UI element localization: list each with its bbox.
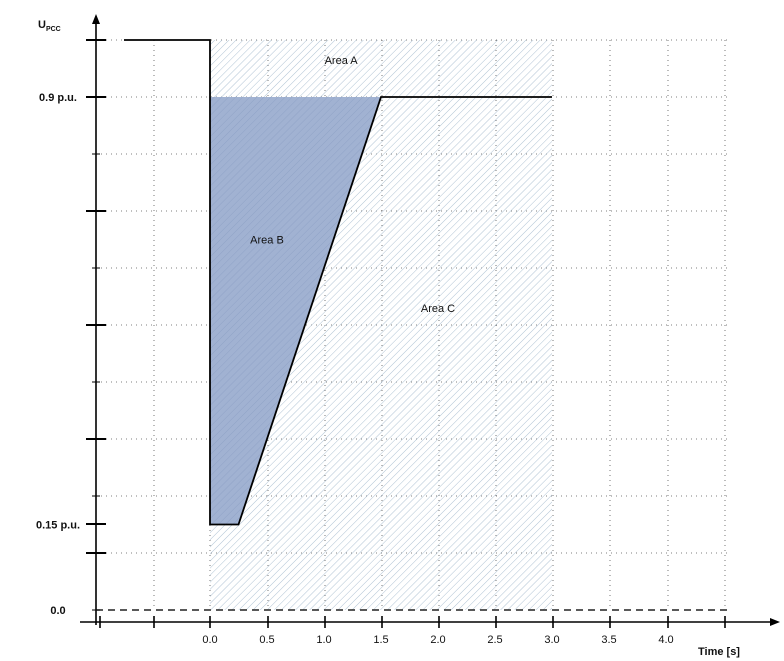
x-tick-label: 4.0 <box>658 634 673 646</box>
y-tick-label: 0.15 p.u. <box>36 520 80 532</box>
area-label: Area C <box>421 303 455 315</box>
x-tick-label: 2.0 <box>430 634 445 646</box>
area-a <box>210 40 552 97</box>
area-b <box>210 97 381 525</box>
x-tick-labels: 0.0 0.5 1.0 1.5 2.0 2.5 3.0 3.5 4.0 <box>202 634 673 646</box>
x-axis-arrow <box>770 618 780 626</box>
y-tick-label: 0.0 <box>50 605 65 617</box>
x-tick-label: 0.0 <box>202 634 217 646</box>
area-c <box>210 97 552 610</box>
x-axis-label: Time [s] <box>698 646 740 658</box>
lines <box>124 39 552 526</box>
area-labels: Area A Area B Area C <box>250 55 455 315</box>
boundary-line <box>124 39 552 526</box>
x-tick-label: 1.5 <box>373 634 388 646</box>
x-tick-label: 1.0 <box>316 634 331 646</box>
x-tick-label: 3.5 <box>601 634 616 646</box>
x-tick-label: 3.0 <box>544 634 559 646</box>
x-tick-label: 0.5 <box>259 634 274 646</box>
ticks <box>86 39 726 628</box>
area-label: Area B <box>250 235 284 247</box>
area-label: Area A <box>325 55 359 67</box>
x-tick-label: 2.5 <box>487 634 502 646</box>
y-tick-labels: 0.9 p.u. 0.15 p.u. 0.0 <box>36 92 80 617</box>
y-axis-label: UPCC <box>38 19 61 33</box>
y-tick-label: 0.9 p.u. <box>39 92 77 104</box>
y-axis-arrow <box>92 14 100 24</box>
areas <box>210 40 552 610</box>
